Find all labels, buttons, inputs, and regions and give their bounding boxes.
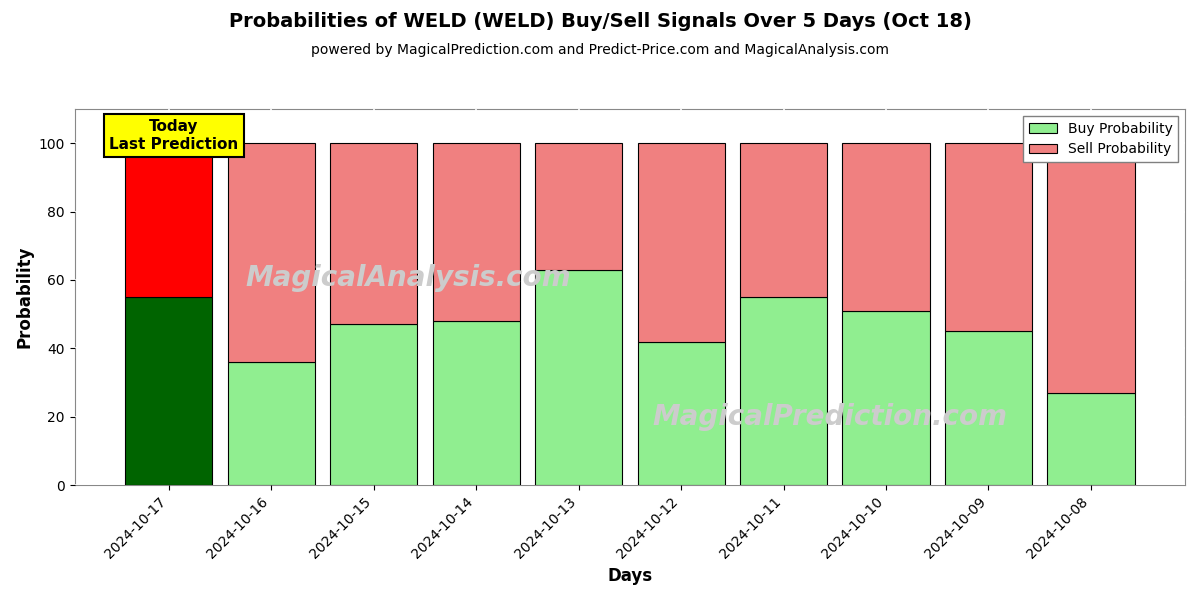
Text: MagicalAnalysis.com: MagicalAnalysis.com bbox=[245, 264, 570, 292]
Bar bbox=[228, 362, 314, 485]
Text: Today
Last Prediction: Today Last Prediction bbox=[109, 119, 239, 152]
X-axis label: Days: Days bbox=[607, 567, 653, 585]
Bar bbox=[944, 143, 1032, 331]
Bar bbox=[330, 143, 418, 325]
Bar bbox=[228, 143, 314, 362]
Bar bbox=[125, 297, 212, 485]
Bar bbox=[1048, 143, 1134, 393]
Bar bbox=[535, 270, 622, 485]
Bar bbox=[432, 321, 520, 485]
Text: MagicalPrediction.com: MagicalPrediction.com bbox=[652, 403, 1007, 431]
Bar bbox=[740, 143, 827, 297]
Bar bbox=[842, 143, 930, 311]
Bar bbox=[125, 143, 212, 297]
Bar bbox=[330, 325, 418, 485]
Bar bbox=[535, 143, 622, 270]
Text: Probabilities of WELD (WELD) Buy/Sell Signals Over 5 Days (Oct 18): Probabilities of WELD (WELD) Buy/Sell Si… bbox=[228, 12, 972, 31]
Bar bbox=[842, 311, 930, 485]
Bar bbox=[740, 297, 827, 485]
Legend: Buy Probability, Sell Probability: Buy Probability, Sell Probability bbox=[1024, 116, 1178, 162]
Text: powered by MagicalPrediction.com and Predict-Price.com and MagicalAnalysis.com: powered by MagicalPrediction.com and Pre… bbox=[311, 43, 889, 57]
Y-axis label: Probability: Probability bbox=[16, 246, 34, 349]
Bar bbox=[1048, 393, 1134, 485]
Bar bbox=[944, 331, 1032, 485]
Bar bbox=[432, 143, 520, 321]
Bar bbox=[637, 143, 725, 341]
Bar bbox=[637, 341, 725, 485]
